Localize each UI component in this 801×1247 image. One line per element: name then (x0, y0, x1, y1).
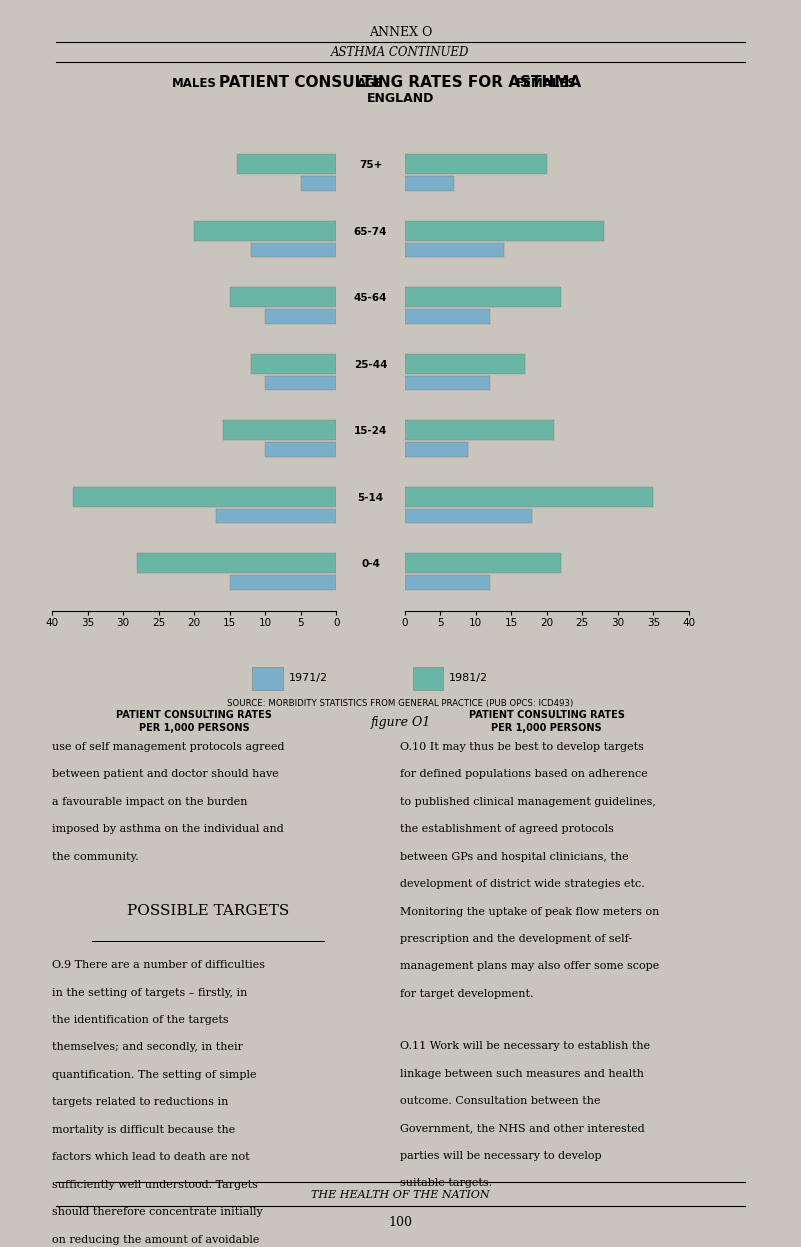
Bar (265, 375, 336, 390)
Text: the identification of the targets: the identification of the targets (52, 1015, 229, 1025)
Bar (223, 420, 336, 440)
Text: between patient and doctor should have: between patient and doctor should have (52, 769, 279, 779)
Bar (230, 575, 336, 590)
Bar (405, 554, 561, 574)
Text: ANNEX O: ANNEX O (368, 26, 433, 39)
Bar (413, 667, 443, 690)
Text: 25-44: 25-44 (354, 359, 387, 370)
Text: Monitoring the uptake of peak flow meters on: Monitoring the uptake of peak flow meter… (400, 907, 660, 917)
Text: outcome. Consultation between the: outcome. Consultation between the (400, 1096, 601, 1106)
Bar (237, 155, 336, 175)
Text: PATIENT CONSULTING RATES FOR ASTHMA: PATIENT CONSULTING RATES FOR ASTHMA (219, 75, 582, 90)
Text: parties will be necessary to develop: parties will be necessary to develop (400, 1151, 602, 1161)
Bar (405, 287, 561, 307)
Text: quantification. The setting of simple: quantification. The setting of simple (52, 1070, 256, 1080)
Bar (301, 176, 336, 191)
Text: imposed by asthma on the individual and: imposed by asthma on the individual and (52, 824, 284, 834)
Text: the community.: the community. (52, 852, 139, 862)
Bar (137, 554, 336, 574)
Bar (195, 221, 336, 241)
Bar (405, 375, 490, 390)
Text: 45-64: 45-64 (354, 293, 387, 303)
Bar (230, 287, 336, 307)
Text: SOURCE: MORBIDITY STATISTICS FROM GENERAL PRACTICE (PUB OPCS: ICD493): SOURCE: MORBIDITY STATISTICS FROM GENERA… (227, 698, 574, 708)
Text: should therefore concentrate initially: should therefore concentrate initially (52, 1207, 263, 1217)
Text: PATIENT CONSULTING RATES
PER 1,000 PERSONS: PATIENT CONSULTING RATES PER 1,000 PERSO… (469, 710, 625, 733)
Text: for target development.: for target development. (400, 989, 534, 999)
Bar (405, 486, 654, 506)
Bar (215, 509, 336, 524)
Text: 0-4: 0-4 (361, 560, 380, 570)
Text: MALES: MALES (171, 77, 217, 91)
Bar (405, 443, 469, 456)
Text: themselves; and secondly, in their: themselves; and secondly, in their (52, 1042, 243, 1052)
Text: to published clinical management guidelines,: to published clinical management guideli… (400, 797, 656, 807)
Text: development of district wide strategies etc.: development of district wide strategies … (400, 879, 646, 889)
Text: 65-74: 65-74 (354, 227, 387, 237)
Bar (74, 486, 336, 506)
Text: factors which lead to death are not: factors which lead to death are not (52, 1152, 250, 1162)
Text: mortality is difficult because the: mortality is difficult because the (52, 1125, 235, 1135)
Text: 75+: 75+ (359, 160, 382, 170)
Text: 1981/2: 1981/2 (449, 673, 488, 683)
Bar (265, 443, 336, 456)
Text: O.9 There are a number of difficulties: O.9 There are a number of difficulties (52, 960, 265, 970)
Text: POSSIBLE TARGETS: POSSIBLE TARGETS (127, 904, 289, 918)
Text: in the setting of targets – firstly, in: in the setting of targets – firstly, in (52, 988, 248, 998)
Text: 100: 100 (388, 1216, 413, 1228)
Bar (405, 243, 504, 257)
Bar (252, 243, 336, 257)
Bar (405, 575, 490, 590)
Text: THE HEALTH OF THE NATION: THE HEALTH OF THE NATION (311, 1190, 490, 1200)
Text: 5-14: 5-14 (357, 493, 384, 503)
Bar (405, 420, 553, 440)
Text: PATIENT CONSULTING RATES
PER 1,000 PERSONS: PATIENT CONSULTING RATES PER 1,000 PERSO… (116, 710, 272, 733)
Bar (252, 354, 336, 374)
Text: figure O1: figure O1 (370, 716, 431, 728)
Text: 15-24: 15-24 (354, 426, 387, 436)
Text: for defined populations based on adherence: for defined populations based on adheren… (400, 769, 648, 779)
Bar (405, 354, 525, 374)
Text: management plans may also offer some scope: management plans may also offer some sco… (400, 961, 660, 971)
Text: O.10 It may thus be best to develop targets: O.10 It may thus be best to develop targ… (400, 742, 644, 752)
Text: Government, the NHS and other interested: Government, the NHS and other interested (400, 1124, 646, 1134)
Text: AGE: AGE (357, 77, 384, 91)
Text: the establishment of agreed protocols: the establishment of agreed protocols (400, 824, 614, 834)
Text: prescription and the development of self-: prescription and the development of self… (400, 934, 633, 944)
Text: a favourable impact on the burden: a favourable impact on the burden (52, 797, 248, 807)
Bar (252, 667, 283, 690)
Bar (405, 176, 454, 191)
Bar (265, 309, 336, 324)
Text: FEMALES: FEMALES (517, 77, 577, 91)
Bar (405, 509, 533, 524)
Text: suitable targets.: suitable targets. (400, 1178, 493, 1188)
Text: linkage between such measures and health: linkage between such measures and health (400, 1069, 645, 1079)
Text: use of self management protocols agreed: use of self management protocols agreed (52, 742, 284, 752)
Text: between GPs and hospital clinicians, the: between GPs and hospital clinicians, the (400, 852, 629, 862)
Text: targets related to reductions in: targets related to reductions in (52, 1097, 228, 1107)
Bar (405, 155, 546, 175)
Text: ENGLAND: ENGLAND (367, 92, 434, 105)
Text: O.11 Work will be necessary to establish the: O.11 Work will be necessary to establish… (400, 1041, 650, 1051)
Bar (405, 309, 490, 324)
Bar (405, 221, 604, 241)
Text: sufficiently well understood. Targets: sufficiently well understood. Targets (52, 1180, 258, 1190)
Text: 1971/2: 1971/2 (288, 673, 328, 683)
Text: ASTHMA CONTINUED: ASTHMA CONTINUED (332, 46, 469, 59)
Text: on reducing the amount of avoidable: on reducing the amount of avoidable (52, 1235, 260, 1245)
